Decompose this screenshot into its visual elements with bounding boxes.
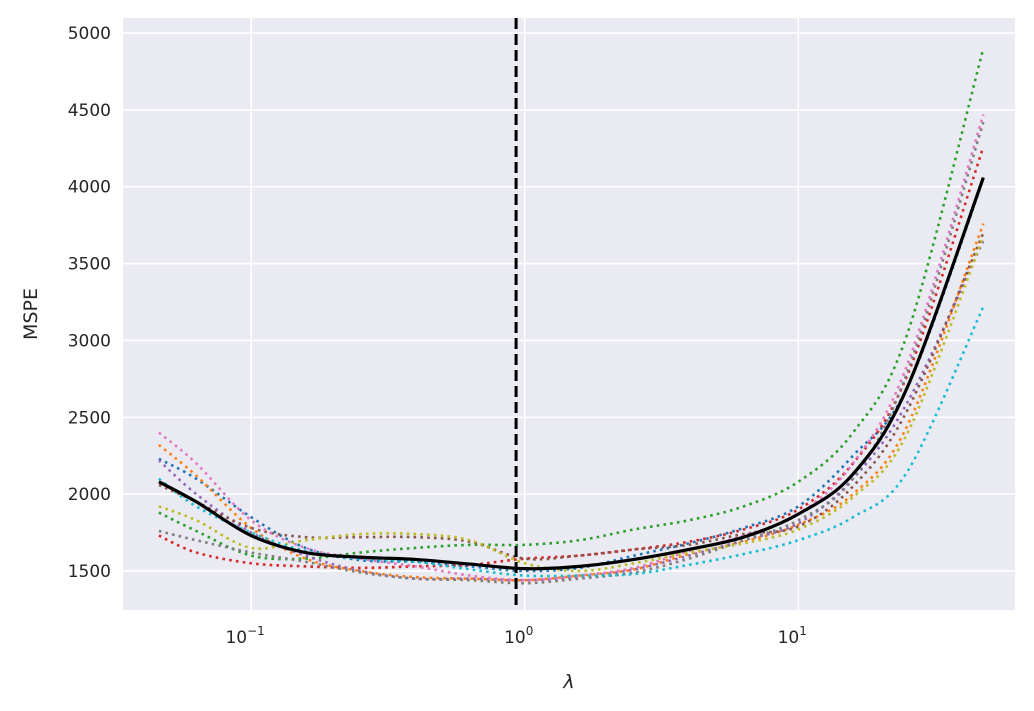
y-tick-label: 1500 — [68, 562, 111, 582]
tick-labels: 1500 2000 2500 3000 3500 4000 4500 5000 10−1 100 1… — [68, 24, 807, 648]
fold-line-10 — [158, 306, 985, 578]
y-tick-label: 3000 — [68, 331, 111, 351]
fold-line-8 — [158, 121, 985, 585]
x-tick-label: 101 — [778, 624, 807, 648]
fold-line-9 — [158, 235, 985, 573]
x-tick-label: 10−1 — [225, 624, 264, 648]
x-tick-label: 100 — [504, 624, 533, 648]
y-tick-label: 5000 — [68, 24, 111, 44]
x-axis-label: λ — [562, 671, 574, 693]
gridlines — [123, 18, 1015, 610]
y-tick-label: 4500 — [68, 101, 111, 121]
y-axis-label: MSPE — [20, 288, 42, 340]
series-lines — [158, 18, 985, 610]
y-tick-label: 2500 — [68, 408, 111, 428]
fold-line-2 — [158, 223, 985, 582]
y-tick-label: 4000 — [68, 178, 111, 198]
fold-line-4 — [158, 146, 985, 570]
y-tick-label: 3500 — [68, 255, 111, 275]
y-tick-label: 2000 — [68, 485, 111, 505]
mean-line — [158, 176, 985, 571]
